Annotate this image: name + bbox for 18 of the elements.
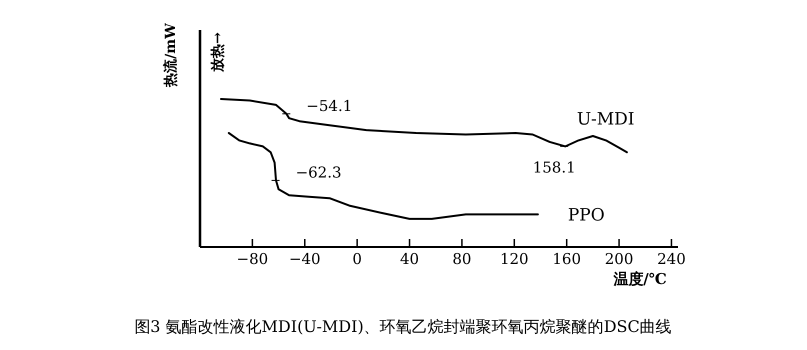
x-tick-label: −40 [288,250,321,268]
x-tick-label: 160 [552,250,582,268]
x-tick-label: 0 [352,250,362,268]
x-tick-label: 80 [452,250,472,268]
annotation: −62.3 [296,163,342,182]
series-label: PPO [568,205,605,226]
x-tick-label: 240 [657,250,686,268]
annotation: −54.1 [306,96,352,115]
x-axis-title: 温度/℃ [612,270,667,288]
text: 图3 氨酯改性液化MDI(U-MDI)、环氧乙烷封端聚环氧丙烷聚醚的DSC曲线 [134,317,672,336]
text: 放热→ [210,32,226,73]
x-tick-label: 40 [400,250,420,268]
annotation: 158.1 [532,158,576,176]
x-tick-label: 120 [500,250,529,268]
series-label: U-MDI [576,109,634,130]
y-axis-title: 热流/mW [162,22,179,88]
x-tick-label: 200 [604,250,634,268]
x-tick-label: −80 [236,250,268,268]
